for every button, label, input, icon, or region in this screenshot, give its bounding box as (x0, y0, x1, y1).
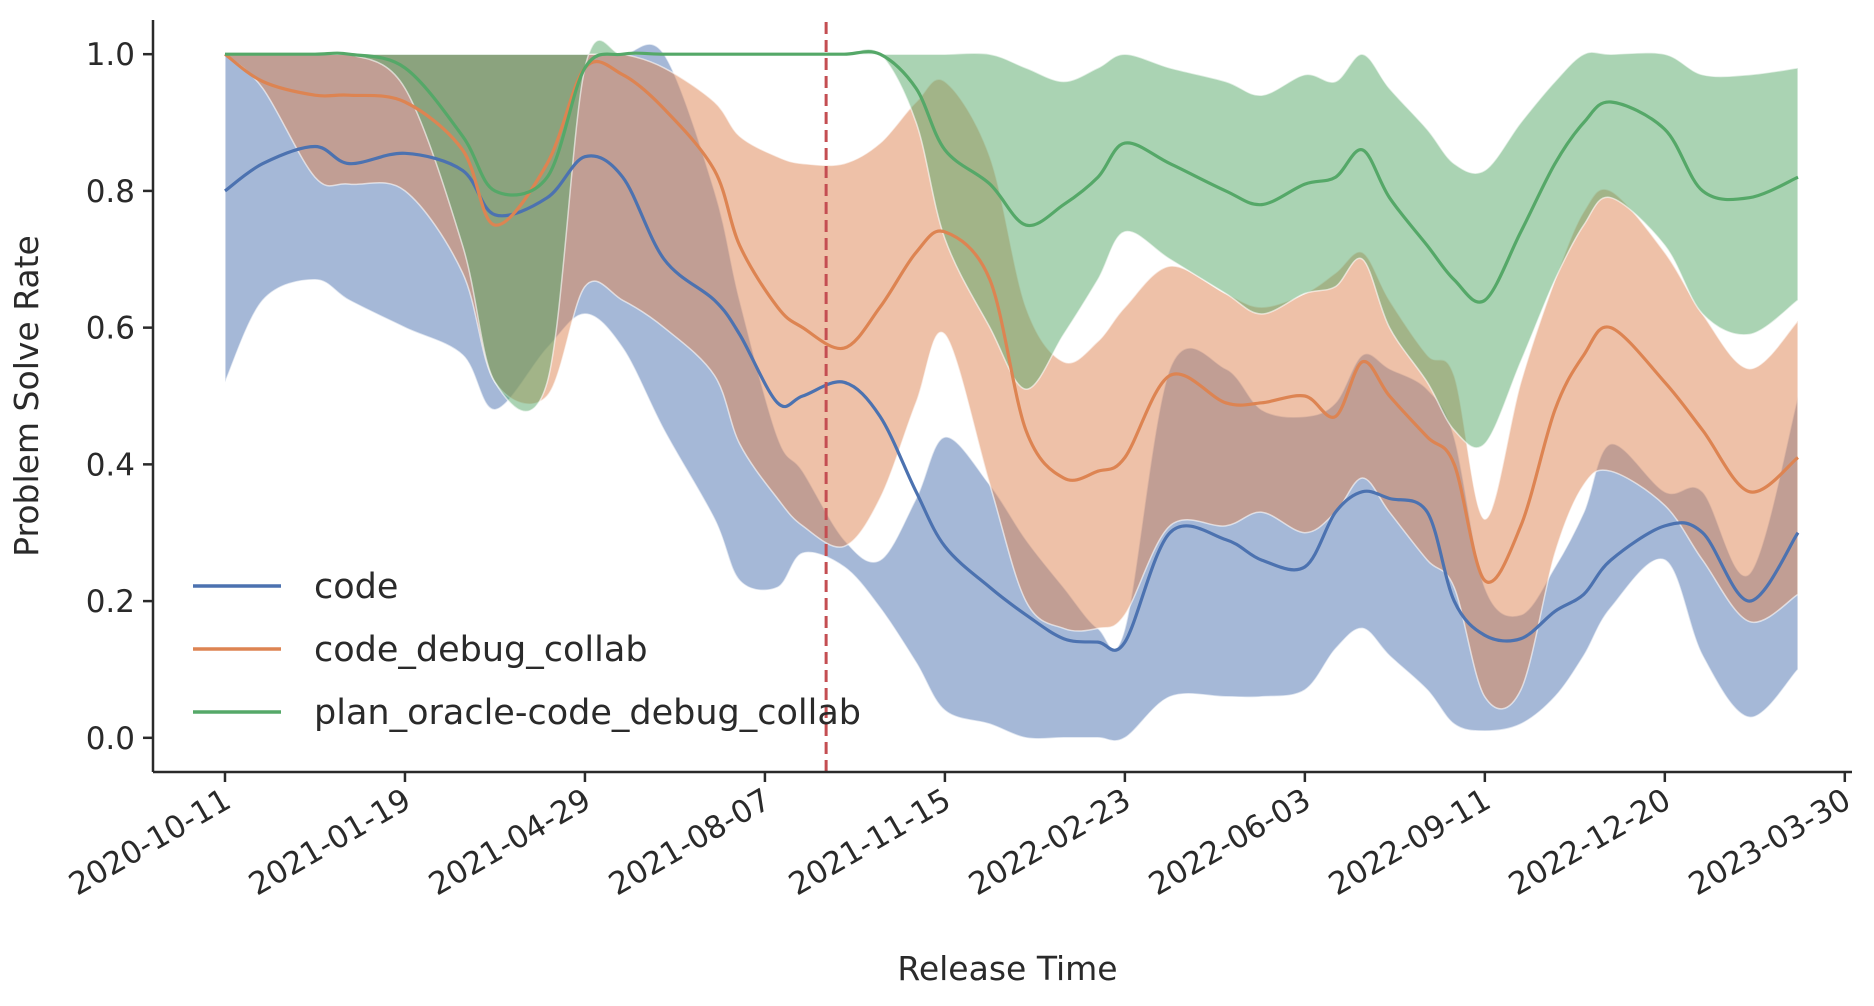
series-line-1 (224, 144, 1800, 652)
series-line-3 (225, 50, 1799, 304)
x-tick-label: 2021-08-07 (603, 782, 777, 903)
y-tick-label: 0.6 (86, 311, 135, 347)
legend-label: plan_oracle-code_debug_collab (314, 693, 861, 733)
series-lines (224, 50, 1800, 652)
y-tick-label: 0.8 (86, 174, 135, 210)
y-tick-label: 1.0 (86, 37, 135, 73)
x-tick-label: 2022-02-23 (963, 782, 1137, 903)
legend-label: code_debug_collab (314, 630, 648, 670)
y-tick-label: 0.4 (86, 447, 135, 483)
x-tick-label: 2021-11-15 (783, 782, 957, 903)
series-line-2 (224, 52, 1800, 584)
x-axis-label: Release Time (897, 949, 1117, 988)
band-2 (223, 52, 1799, 710)
y-tick-label: 0.0 (86, 721, 135, 757)
x-tick-label: 2021-04-29 (423, 782, 597, 903)
x-tick-label: 2022-09-11 (1323, 782, 1497, 903)
x-tick-label: 2020-10-11 (63, 782, 237, 903)
x-ticks: 2020-10-11 2021-01-19 2021-04-29 2021-08-07… (63, 772, 1857, 903)
x-tick-label: 2022-06-03 (1143, 782, 1317, 903)
legend: code code_debug_collab plan_oracle-code_de… (193, 567, 861, 733)
x-tick-label: 2021-01-19 (243, 782, 417, 903)
y-axis-label: Problem Solve Rate (7, 235, 46, 557)
axes (151, 20, 1852, 774)
y-ticks: 0.0 0.2 0.4 0.6 0.8 1.0 (86, 37, 153, 757)
x-tick-label: 2023-03-30 (1683, 782, 1857, 903)
legend-label: code (314, 567, 398, 607)
x-tick-label: 2022-12-20 (1503, 782, 1677, 903)
y-tick-label: 0.2 (86, 584, 135, 620)
